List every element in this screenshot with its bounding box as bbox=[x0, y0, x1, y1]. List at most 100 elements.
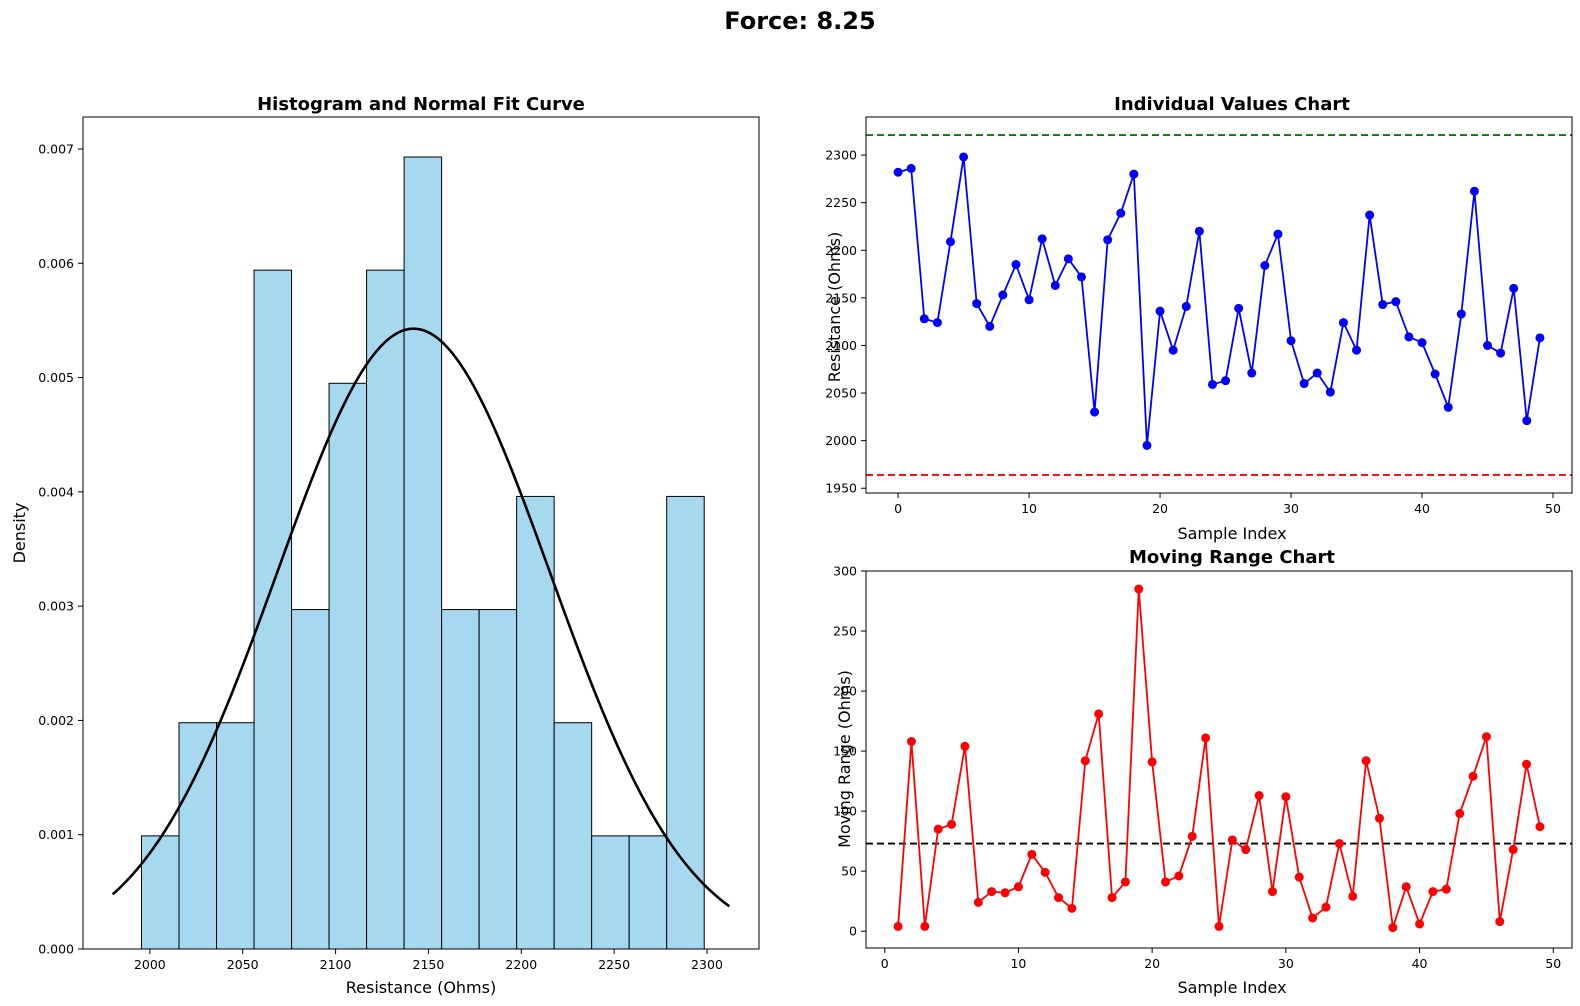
individual-values-point bbox=[972, 299, 982, 309]
individual-values-point bbox=[945, 237, 955, 247]
moving-range-point bbox=[1522, 759, 1532, 769]
moving-range-ylabel: Moving Range (Ohms) bbox=[835, 670, 854, 848]
histogram-bar bbox=[403, 156, 443, 950]
moving-range-y-tick-label: 50 bbox=[841, 864, 857, 879]
moving-range-point bbox=[1254, 791, 1264, 801]
moving-range-y-tick-label: 300 bbox=[833, 564, 857, 579]
histogram-x-tick-label: 2050 bbox=[227, 957, 259, 972]
individual-values-point bbox=[1483, 340, 1493, 350]
individual-values-x-ticks: 0 10 20 30 40 50 bbox=[894, 493, 1561, 516]
individual-values-point bbox=[1103, 235, 1113, 245]
moving-range-y-tick-label: 0 bbox=[849, 924, 857, 939]
individual-values-point bbox=[1116, 208, 1126, 218]
moving-range-point bbox=[1174, 871, 1184, 881]
moving-range-point bbox=[1134, 584, 1144, 594]
moving-range-y-tick-label: 100 bbox=[833, 804, 857, 819]
histogram-bar bbox=[441, 609, 480, 950]
individual-values-point bbox=[1207, 379, 1217, 389]
moving-range-y-tick-label: 200 bbox=[833, 684, 857, 699]
moving-range-point bbox=[893, 921, 903, 931]
histogram-bar bbox=[628, 835, 668, 950]
moving-range-point bbox=[973, 897, 983, 907]
individual-values-point bbox=[1338, 318, 1348, 328]
individual-values-points bbox=[893, 152, 1545, 450]
moving-range-title: Moving Range Chart bbox=[1129, 547, 1335, 568]
moving-range-x-tick-label: 0 bbox=[881, 956, 889, 971]
individual-values-point bbox=[1247, 368, 1257, 378]
histogram-y-ticks: 0.000 0.001 0.002 0.003 0.004 0.005 0.006 0.007 bbox=[38, 142, 83, 957]
individual-values-point bbox=[985, 321, 995, 331]
histogram-x-tick-label: 2200 bbox=[505, 957, 537, 972]
moving-range-point bbox=[906, 736, 916, 746]
individual-values-point bbox=[1286, 336, 1296, 346]
individual-values-point bbox=[959, 152, 969, 162]
moving-range-x-tick-label: 20 bbox=[1144, 956, 1160, 971]
histogram-bar bbox=[291, 609, 330, 950]
histogram-y-tick-label: 0.007 bbox=[38, 142, 74, 157]
individual-values-point bbox=[1299, 379, 1309, 389]
moving-range-point bbox=[1481, 732, 1491, 742]
moving-range-point bbox=[947, 819, 957, 829]
histogram-bar bbox=[591, 835, 630, 950]
individual-values-point bbox=[1312, 368, 1322, 378]
individual-values-point bbox=[1456, 309, 1466, 319]
moving-range-point bbox=[1361, 756, 1371, 766]
histogram-x-tick-label: 2150 bbox=[413, 957, 445, 972]
moving-range-x-ticks: 0 10 20 30 40 50 bbox=[881, 948, 1561, 971]
individual-values-axes-frame bbox=[865, 116, 1573, 494]
histogram-bar bbox=[478, 609, 518, 950]
moving-range-y-tick-label: 150 bbox=[833, 744, 857, 759]
individual-values-point bbox=[893, 167, 903, 177]
moving-range-point bbox=[1267, 887, 1277, 897]
figure-suptitle: Force: 8.25 bbox=[724, 7, 875, 35]
histogram-y-tick-label: 0.002 bbox=[38, 713, 74, 728]
histogram-y-tick-label: 0.000 bbox=[38, 942, 74, 957]
histogram-x-tick-label: 2100 bbox=[320, 957, 352, 972]
moving-range-point bbox=[1348, 891, 1358, 901]
individual-values-panel: Individual Values Chart 0 10 20 30 40 50 1950… bbox=[825, 94, 1573, 543]
moving-range-point bbox=[1161, 877, 1171, 887]
moving-range-panel: Moving Range Chart 0 10 20 30 40 50 0 50 100 150… bbox=[833, 547, 1573, 997]
moving-range-point bbox=[1187, 831, 1197, 841]
moving-range-points bbox=[893, 584, 1545, 933]
individual-values-point bbox=[1221, 376, 1231, 386]
moving-range-x-tick-label: 50 bbox=[1545, 956, 1561, 971]
individual-values-point bbox=[1404, 332, 1414, 342]
moving-range-point bbox=[1281, 792, 1291, 802]
moving-range-x-tick-label: 40 bbox=[1412, 956, 1428, 971]
histogram-xlabel: Resistance (Ohms) bbox=[346, 978, 496, 997]
individual-values-point bbox=[1509, 283, 1519, 293]
moving-range-xlabel: Sample Index bbox=[1177, 978, 1286, 997]
individual-values-point bbox=[1076, 272, 1086, 282]
individual-values-point bbox=[1430, 369, 1440, 379]
moving-range-point bbox=[1401, 882, 1411, 892]
moving-range-point bbox=[1308, 913, 1318, 923]
individual-values-y-tick-label: 2300 bbox=[825, 148, 857, 163]
moving-range-point bbox=[1107, 893, 1117, 903]
moving-range-point bbox=[1495, 917, 1505, 927]
moving-range-point bbox=[1415, 919, 1425, 929]
individual-values-point bbox=[1090, 407, 1100, 417]
moving-range-axes-frame bbox=[865, 570, 1573, 949]
moving-range-point bbox=[1294, 872, 1304, 882]
individual-values-x-tick-label: 0 bbox=[894, 501, 902, 516]
histogram-x-tick-label: 2300 bbox=[691, 957, 723, 972]
individual-values-point bbox=[1352, 345, 1362, 355]
moving-range-point bbox=[1147, 757, 1157, 767]
histogram-bar bbox=[216, 722, 255, 950]
moving-range-point bbox=[1241, 845, 1251, 855]
individual-values-y-ticks: 1950 2000 2050 2100 2150 2200 2250 2300 bbox=[825, 148, 866, 496]
moving-range-point bbox=[1468, 771, 1478, 781]
moving-range-point bbox=[1027, 849, 1037, 859]
individual-values-point bbox=[919, 314, 929, 324]
individual-values-y-tick-label: 1950 bbox=[825, 481, 857, 496]
histogram-bar bbox=[141, 835, 180, 950]
individual-values-y-tick-label: 2100 bbox=[825, 338, 857, 353]
moving-range-point bbox=[1094, 709, 1104, 719]
individual-values-x-tick-label: 50 bbox=[1545, 501, 1561, 516]
individual-values-reference-lines bbox=[866, 134, 1572, 476]
individual-values-point bbox=[1194, 226, 1204, 236]
individual-values-x-tick-label: 40 bbox=[1414, 501, 1430, 516]
individual-values-point bbox=[1535, 333, 1545, 343]
